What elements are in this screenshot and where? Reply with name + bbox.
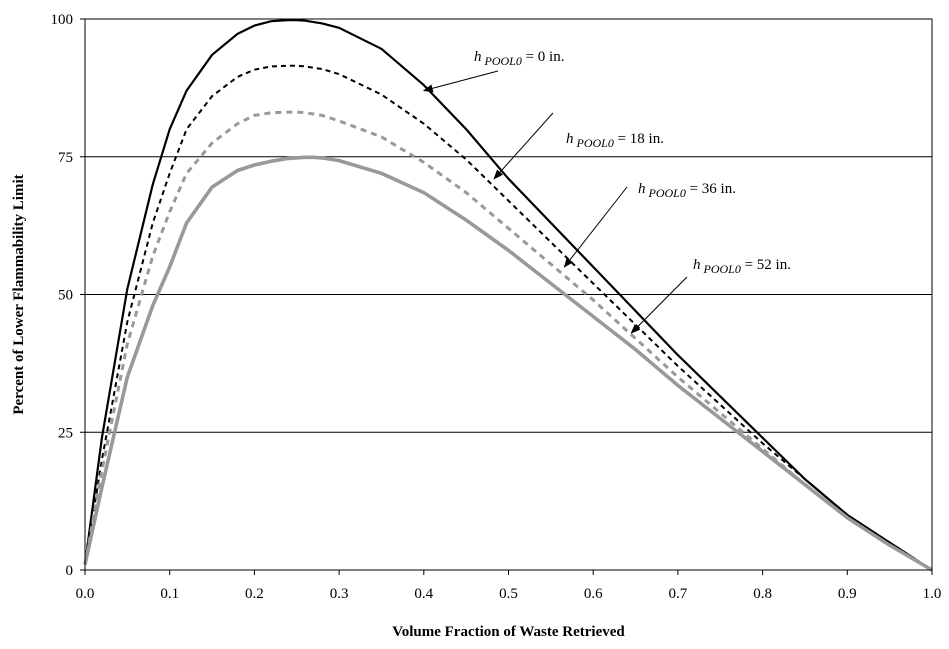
x-tick-label: 0.0 [76,586,95,602]
x-tick-label: 0.5 [499,586,518,602]
annotation-symbol: h [693,257,701,273]
annotation-value: = 18 in. [614,131,664,147]
x-tick-label: 0.2 [245,586,264,602]
annotation-arrow [422,70,499,93]
series-annotation-label: h POOL0 = 0 in. [474,49,564,68]
x-tick-label: 0.4 [414,586,433,602]
y-axis-title: Percent of Lower Flammability Limit [11,174,27,414]
annotation-value: = 0 in. [522,49,565,65]
series-line-2 [84,64,933,571]
y-tick-label: 50 [58,288,73,304]
series-line-3 [83,110,933,572]
annotation-arrow [493,112,554,180]
annotation-subscript: POOL0 [648,186,686,200]
x-tick-label: 1.0 [923,586,942,602]
x-tick-label: 0.3 [330,586,349,602]
x-tick-label: 0.8 [753,586,772,602]
annotation-subscript: POOL0 [484,54,522,68]
annotation-value: = 52 in. [741,257,791,273]
annotations: h POOL0 = 0 in.h POOL0 = 18 in.h POOL0 = 36… [422,49,791,334]
series-annotation-label: h POOL0 = 52 in. [693,257,791,276]
series-lines [83,19,933,572]
x-tick-label: 0.1 [160,586,179,602]
y-tick-label: 0 [66,563,74,579]
annotation-symbol: h [638,181,646,197]
annotation-value: = 36 in. [686,181,736,197]
series-annotation-label: h POOL0 = 18 in. [566,131,664,150]
annotation-arrow [630,276,688,334]
x-tick-labels: 0.0 0.1 0.2 0.3 0.4 0.5 0.6 0.7 0.8 0.9 1.0 [76,570,942,602]
annotation-subscript: POOL0 [703,262,741,276]
y-tick-label: 25 [58,425,73,441]
annotation-arrow [563,186,628,268]
y-tick-labels: 0 25 50 75 100 [51,12,85,579]
gridlines [85,18,932,571]
x-tick-label: 0.7 [669,586,688,602]
series-line-4 [83,155,933,572]
x-axis-title: Volume Fraction of Waste Retrieved [392,624,625,640]
x-tick-label: 0.9 [838,586,857,602]
annotation-symbol: h [566,131,574,147]
annotation-symbol: h [474,49,482,65]
series-annotation-label: h POOL0 = 36 in. [638,181,736,200]
y-tick-label: 100 [51,12,74,28]
x-tick-label: 0.6 [584,586,603,602]
series-line-1 [83,19,933,571]
y-tick-label: 75 [58,150,73,166]
annotation-subscript: POOL0 [576,136,614,150]
